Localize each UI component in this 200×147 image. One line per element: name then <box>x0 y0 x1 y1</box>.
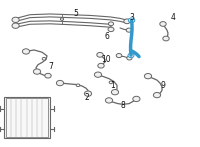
Circle shape <box>126 28 132 32</box>
Circle shape <box>163 36 169 41</box>
Text: 1: 1 <box>111 81 115 90</box>
Circle shape <box>111 90 119 95</box>
Circle shape <box>22 49 30 54</box>
Circle shape <box>33 69 41 74</box>
Bar <box>6 98 48 137</box>
Circle shape <box>42 57 46 60</box>
Text: 4: 4 <box>171 13 175 22</box>
Text: 3: 3 <box>130 13 134 22</box>
Circle shape <box>12 17 19 22</box>
Bar <box>4 97 50 138</box>
Circle shape <box>84 91 92 96</box>
Circle shape <box>127 56 132 60</box>
Circle shape <box>108 22 114 26</box>
Circle shape <box>153 92 161 98</box>
Circle shape <box>108 27 114 32</box>
Circle shape <box>45 73 51 78</box>
Circle shape <box>124 19 130 24</box>
Circle shape <box>160 22 166 26</box>
Circle shape <box>12 23 19 28</box>
Circle shape <box>97 52 103 57</box>
Text: 6: 6 <box>105 32 109 41</box>
Circle shape <box>60 18 64 20</box>
Circle shape <box>133 96 140 102</box>
Circle shape <box>98 63 104 68</box>
Text: 8: 8 <box>121 101 125 110</box>
Circle shape <box>105 98 113 103</box>
Circle shape <box>128 53 134 58</box>
Text: 10: 10 <box>101 55 111 64</box>
Circle shape <box>94 72 102 77</box>
Text: 2: 2 <box>85 93 89 102</box>
Circle shape <box>56 80 64 86</box>
Text: 7: 7 <box>49 62 53 71</box>
Circle shape <box>116 54 122 58</box>
Circle shape <box>76 84 80 87</box>
Circle shape <box>144 74 152 79</box>
Text: 5: 5 <box>74 9 78 18</box>
Text: 9: 9 <box>161 81 165 90</box>
Circle shape <box>128 18 135 23</box>
Circle shape <box>109 81 113 84</box>
